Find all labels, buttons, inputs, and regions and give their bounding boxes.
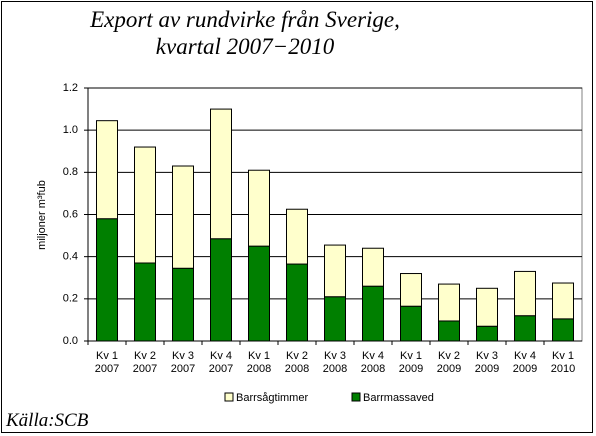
x-tick-label: Kv 3 2007 bbox=[171, 350, 195, 375]
x-tick-label: Kv 1 2008 bbox=[247, 350, 271, 375]
chart-title: Export av rundvirke från Sverige, kvarta… bbox=[90, 7, 400, 59]
bar-segment bbox=[210, 108, 232, 240]
bar-segment bbox=[514, 315, 536, 342]
bar-segment bbox=[248, 245, 270, 342]
x-tick-label: Kv 1 2010 bbox=[551, 350, 575, 375]
bar-segment bbox=[324, 244, 346, 298]
bar-segment bbox=[400, 305, 422, 342]
bar-segment bbox=[96, 120, 118, 220]
x-tick-label: Kv 4 2009 bbox=[513, 350, 537, 375]
x-tick-label: Kv 4 2008 bbox=[361, 350, 385, 375]
bar-segment bbox=[134, 146, 156, 264]
legend-swatch bbox=[351, 392, 361, 402]
y-tick-label: 0.8 bbox=[63, 166, 78, 178]
y-tick-label: 0.0 bbox=[63, 335, 78, 347]
x-tick-label: Kv 3 2009 bbox=[475, 350, 499, 375]
x-tick-label: Kv 1 2007 bbox=[95, 350, 119, 375]
bar-segment bbox=[286, 263, 308, 342]
bar-segment bbox=[400, 273, 422, 307]
legend-label: Barrsågtimmer bbox=[236, 392, 308, 404]
y-tick-label: 0.2 bbox=[63, 293, 78, 305]
bar-segment bbox=[210, 238, 232, 342]
x-tick-label: Kv 3 2008 bbox=[323, 350, 347, 375]
legend-label: Barrmassaved bbox=[363, 392, 434, 404]
x-tick-label: Kv 4 2007 bbox=[209, 350, 233, 375]
bar-segment bbox=[286, 208, 308, 265]
bar-segment bbox=[438, 283, 460, 322]
bar-segment bbox=[248, 169, 270, 247]
y-tick-label: 1.0 bbox=[63, 124, 78, 136]
bar-segment bbox=[438, 320, 460, 342]
x-tick-label: Kv 2 2007 bbox=[133, 350, 157, 375]
bar-segment bbox=[172, 165, 194, 269]
bar-segment bbox=[362, 247, 384, 287]
bar-segment bbox=[172, 267, 194, 342]
x-tick-label: Kv 1 2009 bbox=[399, 350, 423, 375]
bar-segment bbox=[476, 287, 498, 327]
bar-segment bbox=[552, 318, 574, 342]
y-tick-label: 0.4 bbox=[63, 251, 78, 263]
source: Källa:SCB bbox=[6, 410, 89, 431]
legend-swatch bbox=[224, 392, 234, 402]
y-tick-label: 0.6 bbox=[63, 208, 78, 220]
bar-segment bbox=[96, 218, 118, 342]
x-tick-label: Kv 2 2008 bbox=[285, 350, 309, 375]
y-tick-label: 1.2 bbox=[63, 82, 78, 94]
bar-segment bbox=[362, 285, 384, 342]
y-axis-label: miljoner m³fub bbox=[36, 180, 48, 250]
bar-segment bbox=[324, 296, 346, 342]
bar-segment bbox=[552, 282, 574, 320]
bar-segment bbox=[514, 270, 536, 317]
bar-segment bbox=[134, 262, 156, 342]
x-tick-label: Kv 2 2009 bbox=[437, 350, 461, 375]
bar-segment bbox=[476, 325, 498, 342]
